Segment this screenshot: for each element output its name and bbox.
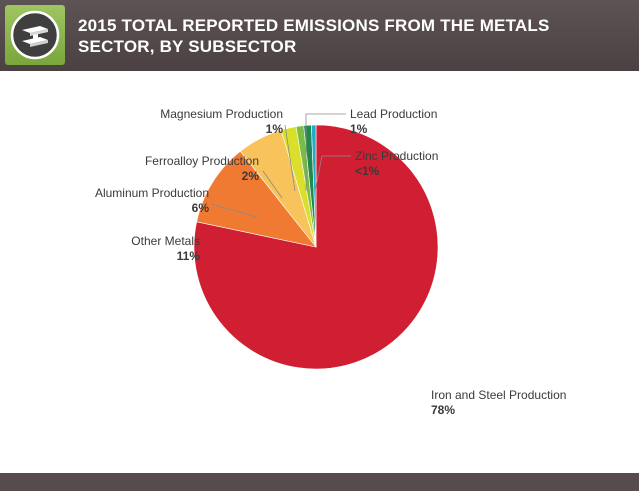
slice-percentage: <1% (355, 164, 380, 178)
slice-percentage: 11% (177, 249, 201, 263)
pie-slice-other-metals (196, 150, 317, 248)
slice-percentage: 78% (431, 403, 455, 417)
chart-title: 2015 TOTAL REPORTED EMISSIONS FROM THE M… (78, 15, 618, 57)
slice-percentage: 6% (192, 201, 210, 215)
slice-label: Magnesium Production (160, 107, 283, 121)
slice-label: Lead Production (350, 107, 437, 121)
leader-line (314, 155, 351, 192)
leader-line (305, 113, 346, 191)
leader-line (262, 170, 283, 199)
leader-line (284, 124, 296, 192)
slice-label: Ferroalloy Production (145, 154, 259, 168)
slice-percentage: 1% (266, 122, 284, 136)
chart-title-line-1: 2015 TOTAL REPORTED EMISSIONS FROM THE M… (78, 16, 550, 35)
header-bar: 2015 TOTAL REPORTED EMISSIONS FROM THE M… (0, 0, 639, 71)
metals-sector-badge (5, 5, 65, 65)
slice-label: Other Metals (131, 234, 200, 248)
slice-percentage: 1% (350, 122, 368, 136)
slice-label: Aluminum Production (95, 186, 209, 200)
leader-line (210, 203, 258, 218)
slice-label: Zinc Production (355, 149, 438, 163)
pie-slice-zinc-production (311, 124, 317, 248)
slice-percentage: 2% (242, 169, 260, 183)
steel-beam-icon (10, 10, 60, 60)
footer-bar (0, 473, 639, 491)
chart-title-line-2: SECTOR, BY SUBSECTOR (78, 37, 297, 56)
slice-label: Iron and Steel Production (431, 388, 566, 402)
